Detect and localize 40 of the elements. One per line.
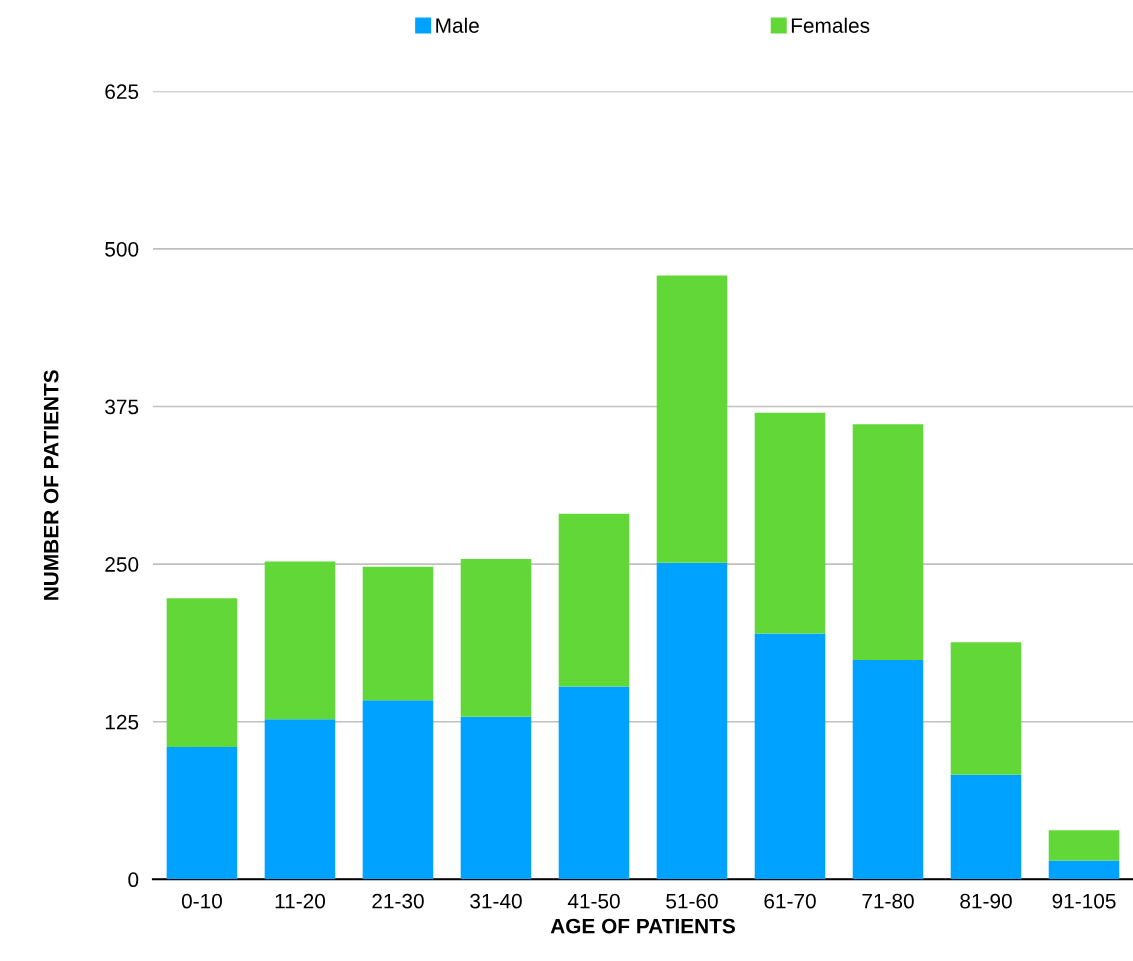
legend-label: Females	[791, 17, 870, 33]
bar	[1048, 830, 1120, 861]
y-tick-label: 250	[105, 557, 139, 572]
bar	[950, 642, 1022, 775]
x-tick-label: 91-105	[1052, 893, 1116, 909]
x-tick-label: 41-50	[567, 893, 620, 909]
bar	[460, 559, 532, 717]
bar	[754, 633, 826, 880]
bar	[460, 716, 532, 880]
bar	[754, 412, 826, 634]
bar	[656, 562, 728, 880]
y-tick-label: 625	[105, 84, 139, 100]
bar	[362, 700, 434, 880]
legend-label: Male	[436, 17, 479, 33]
x-tick-label: 61-70	[764, 893, 816, 909]
bar	[656, 275, 728, 563]
bar	[166, 746, 238, 880]
x-tick-label: 21-30	[372, 893, 424, 909]
y-axis-title: NUMBER OF PATIENTS	[43, 370, 59, 600]
bar	[852, 424, 924, 660]
x-tick-label: 71-80	[862, 893, 914, 909]
x-tick-label: 81-90	[960, 893, 1012, 909]
bar	[558, 686, 630, 880]
y-tick-label: 125	[105, 714, 139, 730]
x-tick-label: 0-10	[181, 893, 222, 909]
bar	[362, 566, 434, 701]
y-tick-label: 500	[105, 241, 139, 257]
y-tick-label: 0	[128, 872, 139, 888]
bar	[264, 561, 336, 720]
bar	[1048, 860, 1120, 880]
bar	[264, 719, 336, 880]
bar	[166, 598, 238, 747]
bar	[950, 774, 1022, 880]
x-tick-label: 31-40	[470, 893, 522, 909]
x-axis-title: AGE OF PATIENTS	[550, 918, 735, 934]
x-tick-label: 51-60	[666, 893, 718, 909]
bar	[558, 513, 630, 687]
y-tick-label: 375	[105, 399, 139, 415]
x-tick-label: 11-20	[275, 893, 326, 909]
bar	[852, 659, 924, 880]
